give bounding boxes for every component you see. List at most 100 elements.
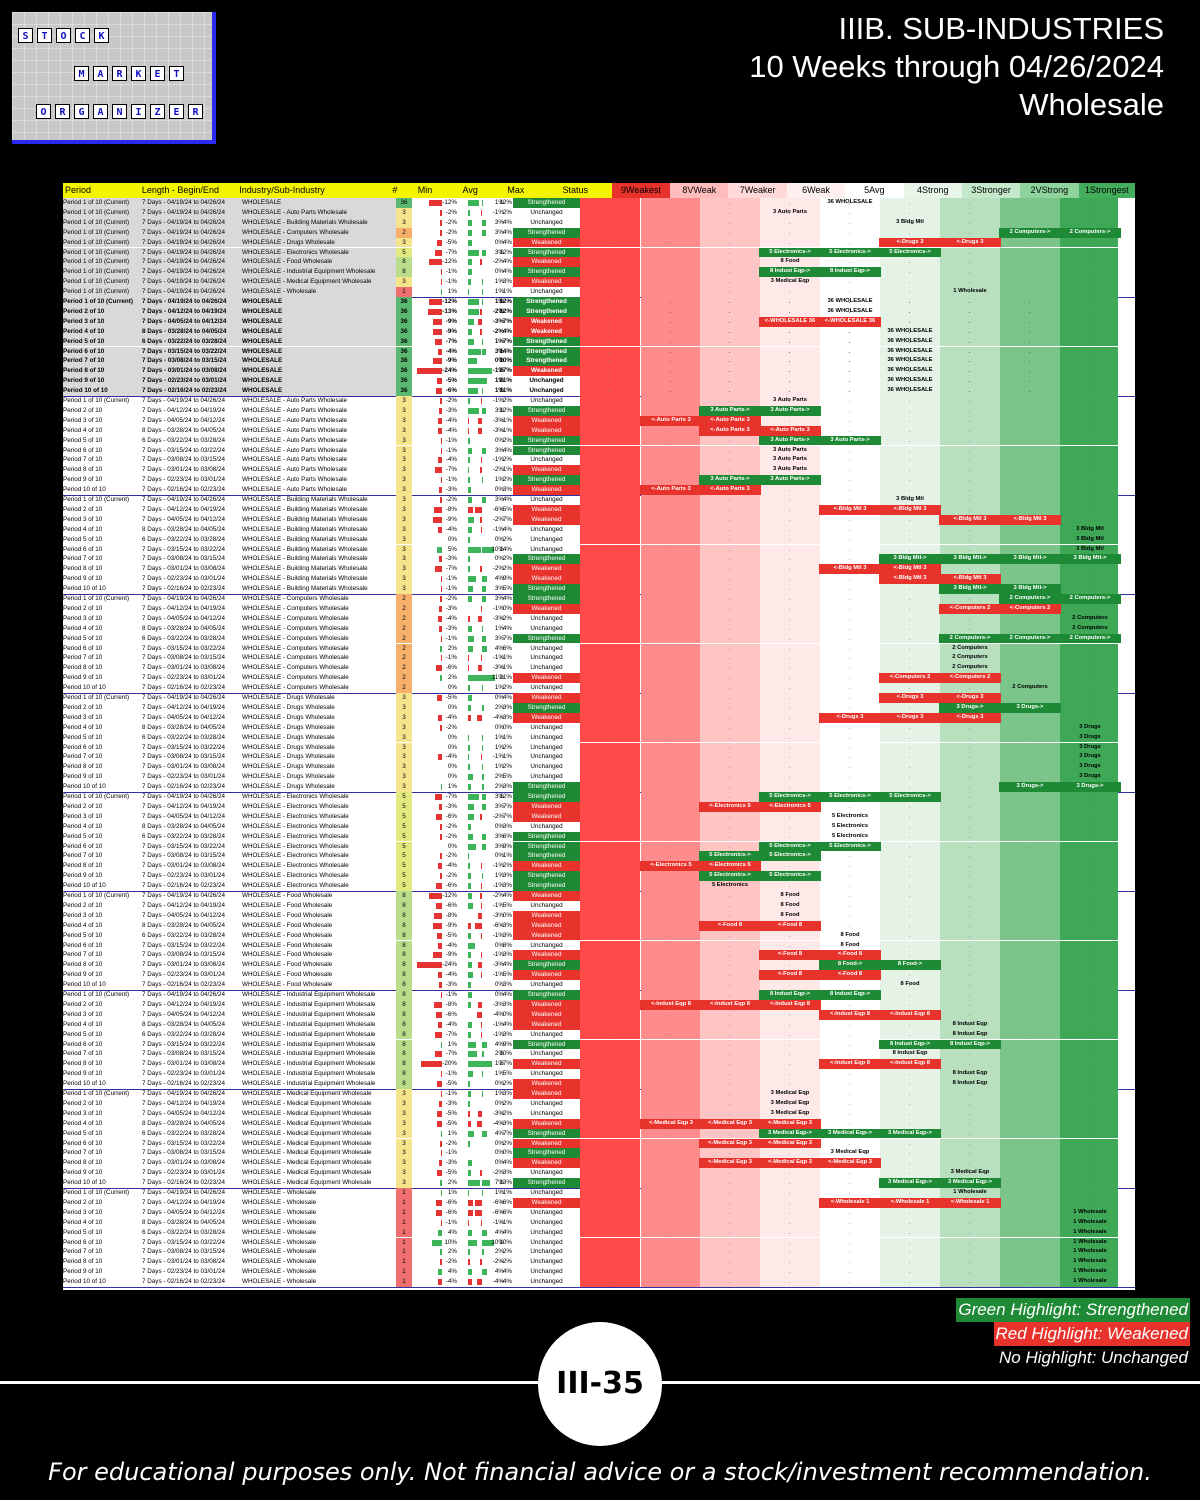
period-length: 7 Days - 03/15/24 to 03/22/24 (142, 347, 227, 355)
zone-dot: . (608, 456, 611, 464)
rank-tag: 1 Wholesale (1073, 1208, 1107, 1215)
zone-dot: . (848, 822, 851, 830)
min-bar (439, 1140, 442, 1147)
zone-dot: . (1028, 921, 1031, 929)
period-label: Period 1 of 10 (Current) (63, 1189, 130, 1196)
zone-cell (760, 752, 820, 763)
period-length: 7 Days - 04/05/24 to 04/12/24 (142, 515, 225, 523)
zone-cell (1000, 1128, 1060, 1139)
stock-count: 8 (396, 1069, 412, 1080)
zone-dot: . (848, 644, 851, 652)
max-bar (468, 853, 469, 860)
table-row: Period 10 of 10 7 Days - 02/16/24 to 02/2… (63, 584, 1135, 594)
zone-dot: . (608, 743, 611, 751)
max-bar (468, 992, 472, 998)
zone-cell (641, 702, 701, 713)
zone-dot: . (1028, 278, 1031, 286)
min-bar (429, 259, 442, 266)
table-row: Period 4 of 10 8 Days - 03/28/24 to 04/05… (63, 524, 1135, 535)
avg-value: -2% (492, 565, 504, 573)
zone-dot: . (788, 1109, 791, 1117)
zone-dot: . (1088, 208, 1091, 216)
max-bar (468, 200, 479, 206)
zone-dot: . (669, 288, 672, 296)
zone-dot: . (1028, 1228, 1031, 1236)
rank-tag: 3 Auto Parts-> (759, 435, 821, 446)
zone-cell (760, 336, 820, 347)
avg-cell: 11% (458, 673, 505, 683)
avg-value: 1% (494, 298, 504, 305)
zone-cell (700, 1089, 760, 1099)
zone-dot: . (669, 1109, 672, 1117)
min-cell: 0% (412, 772, 458, 782)
min-cell: -1% (412, 436, 458, 446)
zone-dot: . (1028, 525, 1031, 533)
period-length: 6 Days - 03/22/24 to 03/28/24 (142, 931, 225, 939)
min-value: 4% (447, 1268, 457, 1276)
zone-dot: . (848, 763, 851, 771)
period-length: 7 Days - 03/15/24 to 03/22/24 (142, 941, 225, 949)
avg-cell: 10% (458, 545, 505, 555)
status-cell: Unchanged (530, 208, 563, 216)
max-value: 4% (502, 218, 512, 226)
zone-cell (1000, 485, 1060, 495)
period-length: 7 Days - 04/05/24 to 04/12/24 (142, 1010, 225, 1018)
industry-label: WHOLESALE (242, 357, 283, 365)
table-row: Period 2 of 10 7 Days - 04/12/24 to 04/19… (63, 603, 1135, 614)
zone-dot: . (608, 406, 611, 414)
row-shade (63, 237, 396, 248)
zone-cell (580, 801, 640, 812)
period-length: 7 Days - 04/05/24 to 04/12/24 (142, 317, 227, 325)
max-cell: 11% (466, 386, 513, 396)
max-bar (468, 566, 470, 573)
period-label: Period 2 of 10 (63, 1099, 103, 1107)
zone-dot: . (1088, 1139, 1091, 1147)
min-value: -5% (445, 1119, 457, 1127)
zone-cell (1060, 366, 1118, 377)
zone-dot: . (1028, 456, 1031, 464)
zone-cell (880, 544, 940, 555)
min-value: -6% (445, 1208, 457, 1216)
zone-cell (700, 722, 760, 733)
zone-cell (760, 287, 820, 297)
zone-dot: . (728, 1010, 731, 1018)
zone-dot: . (848, 406, 851, 414)
page-number-badge: III-35 (538, 1322, 662, 1446)
zone-dot: . (728, 911, 731, 919)
zone-dot: . (968, 1129, 971, 1137)
stock-count: 3 (396, 504, 412, 515)
zone-cell (641, 267, 701, 278)
zone-dot: . (669, 1189, 672, 1196)
zone-cell (880, 1108, 940, 1119)
zone-cell (641, 287, 701, 297)
stock-count: 36 (396, 198, 412, 208)
min-value: -1% (445, 436, 457, 444)
min-cell: -9% (412, 356, 458, 366)
zone-dot: . (908, 614, 911, 622)
min-cell: -9% (412, 515, 458, 525)
zone-dot: . (608, 812, 611, 820)
zone-dot: . (968, 941, 971, 949)
stock-count: 8 (396, 1079, 412, 1089)
zone-dot: . (728, 793, 731, 800)
zone-dot: . (1028, 872, 1031, 880)
period-label: Period 2 of 10 (63, 802, 103, 810)
zone-cell (940, 891, 1000, 901)
max-value: 2% (502, 208, 512, 216)
stock-count: 8 (396, 267, 412, 278)
status-cell: Strengthened (513, 336, 580, 347)
avg-value: -1% (492, 367, 504, 375)
zone-cell (1060, 990, 1118, 1000)
period-length: 7 Days - 02/16/24 to 02/23/24 (142, 783, 225, 791)
min-cell: 5% (412, 545, 458, 555)
stock-count: 1 (396, 1188, 412, 1198)
max-cell: 0% (466, 1010, 513, 1020)
industry-label: WHOLESALE (242, 199, 282, 206)
table-row: Period 7 of 10 7 Days - 03/08/24 to 03/15… (63, 653, 1135, 664)
zone-dot: . (968, 1109, 971, 1117)
industry-label: WHOLESALE - Industrial Equipment Wholesa… (242, 1000, 376, 1008)
max-value: 1% (502, 288, 512, 296)
zone-cell (880, 1118, 940, 1129)
zone-cell (580, 990, 640, 1000)
max-cell: 5% (466, 1069, 513, 1079)
